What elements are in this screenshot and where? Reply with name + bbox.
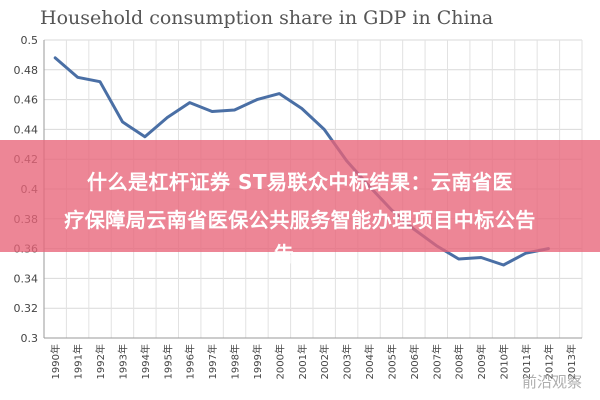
y-tick-label: 0.48 xyxy=(14,64,39,77)
x-tick-label: 1998年 xyxy=(229,344,242,379)
x-tick-label: 2001年 xyxy=(296,344,309,379)
x-tick-labels: 1990年 1991年 1992年 1993年 1994年 1995年 1996年 1997年… xyxy=(49,344,578,379)
watermark: 前沿观察 xyxy=(521,373,582,391)
data-point xyxy=(188,101,191,104)
data-point xyxy=(166,116,169,119)
data-point xyxy=(121,120,124,124)
x-tick-label: 2003年 xyxy=(341,344,354,379)
data-point xyxy=(524,251,528,255)
x-tick-label: 2008年 xyxy=(453,344,466,379)
data-point xyxy=(54,56,57,60)
data-point xyxy=(233,108,236,112)
x-tick-label: 1991年 xyxy=(72,344,85,379)
data-point xyxy=(210,110,214,113)
y-tick-label: 0.5 xyxy=(21,34,39,47)
overlay-line-3: 告 xyxy=(273,242,295,266)
x-tick-label: 1994年 xyxy=(139,344,152,379)
data-point xyxy=(143,135,147,139)
data-point xyxy=(502,263,505,267)
x-tick-label: 1996年 xyxy=(184,344,197,379)
x-tick-label: 2010年 xyxy=(498,344,511,379)
data-point xyxy=(300,107,303,110)
y-tick-label: 0.32 xyxy=(14,302,39,315)
data-point xyxy=(255,98,259,101)
x-tick-label: 2004年 xyxy=(363,344,376,379)
x-tick-label: 2002年 xyxy=(318,344,331,379)
data-point xyxy=(278,92,281,95)
overlay-line-2: 疗保障局云南省医保公共服务智能办理项目中标公告 xyxy=(64,208,536,232)
y-tick-label: 0.34 xyxy=(14,272,39,285)
x-tick-label: 2007年 xyxy=(430,344,443,379)
x-tick-label: 2013年 xyxy=(565,344,578,379)
chart-title: Household consumption share in GDP in Ch… xyxy=(40,7,493,29)
y-tick-label: 0.44 xyxy=(14,123,39,136)
x-tick-label: 1995年 xyxy=(161,344,174,379)
data-point xyxy=(479,256,483,259)
x-tick-label: 2005年 xyxy=(385,344,398,379)
x-tick-label: 1997年 xyxy=(206,344,219,379)
x-tick-label: 1990年 xyxy=(49,344,62,379)
y-tick-label: 0.3 xyxy=(21,332,39,345)
data-point xyxy=(457,257,460,261)
x-tick-label: 2009年 xyxy=(475,344,488,379)
y-tick-label: 0.46 xyxy=(14,94,39,107)
x-tick-label: 1992年 xyxy=(94,344,107,379)
x-tick-label: 1999年 xyxy=(251,344,264,379)
x-tick-label: 2011年 xyxy=(520,344,533,379)
overlay-line-1: 什么是杠杆证券 ST易联众中标结果：云南省医 xyxy=(86,170,513,194)
data-point xyxy=(76,76,79,79)
x-tick-label: 2006年 xyxy=(408,344,421,379)
x-tick-label: 2012年 xyxy=(542,344,555,379)
x-tick-label: 2000年 xyxy=(273,344,286,379)
data-point xyxy=(98,80,102,83)
overlay-banner: 什么是杠杆证券 ST易联众中标结果：云南省医 疗保障局云南省医保公共服务智能办理… xyxy=(0,140,600,266)
x-tick-label: 1993年 xyxy=(116,344,129,379)
data-point xyxy=(323,128,326,131)
